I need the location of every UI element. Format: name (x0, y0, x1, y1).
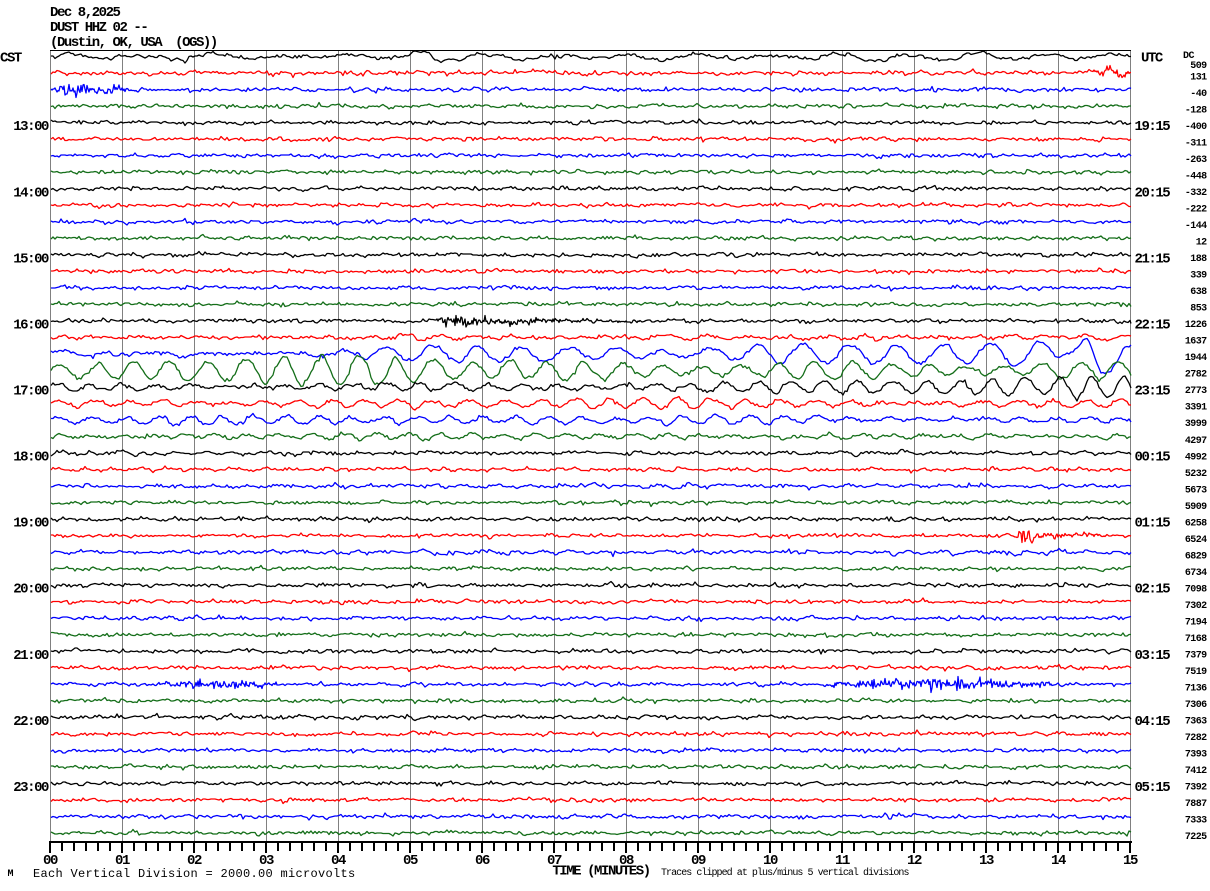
svg-text:04: 04 (331, 853, 346, 869)
svg-text:15:00: 15:00 (13, 251, 49, 267)
svg-text:11: 11 (835, 853, 850, 869)
svg-text:20:15: 20:15 (1135, 185, 1171, 201)
svg-text:04:15: 04:15 (1135, 714, 1171, 730)
svg-text:7412: 7412 (1185, 766, 1207, 777)
svg-text:7392: 7392 (1185, 783, 1207, 794)
svg-text:13: 13 (979, 853, 994, 869)
svg-text:20:00: 20:00 (13, 582, 49, 598)
svg-text:21:15: 21:15 (1135, 251, 1171, 267)
svg-text:7887: 7887 (1185, 799, 1207, 810)
svg-text:01:15: 01:15 (1135, 516, 1171, 532)
svg-text:7282: 7282 (1185, 733, 1207, 744)
svg-text:-222: -222 (1185, 204, 1207, 215)
svg-text:6734: 6734 (1185, 568, 1207, 579)
svg-text:05: 05 (403, 853, 418, 869)
svg-text:853: 853 (1190, 304, 1207, 315)
svg-text:18:00: 18:00 (13, 450, 49, 466)
svg-text:7306: 7306 (1185, 700, 1207, 711)
svg-text:-332: -332 (1185, 188, 1207, 199)
svg-text:03:15: 03:15 (1135, 648, 1171, 664)
svg-text:7168: 7168 (1185, 634, 1207, 645)
svg-text:TIME (MINUTES): TIME (MINUTES) (552, 864, 649, 880)
svg-text:2782: 2782 (1185, 370, 1207, 381)
svg-text:7098: 7098 (1185, 584, 1207, 595)
svg-text:02: 02 (187, 853, 202, 869)
svg-text:7379: 7379 (1185, 651, 1207, 662)
svg-text:02:15: 02:15 (1135, 582, 1171, 598)
svg-text:7363: 7363 (1185, 717, 1207, 728)
svg-text:CST: CST (0, 51, 22, 67)
svg-text:-128: -128 (1185, 105, 1207, 116)
svg-text:Traces clipped at plus/minus 5: Traces clipped at plus/minus 5 vertical … (661, 867, 909, 879)
svg-text:23:00: 23:00 (13, 780, 49, 796)
svg-text:-400: -400 (1185, 122, 1207, 133)
svg-text:09: 09 (691, 853, 706, 869)
svg-text:6524: 6524 (1185, 535, 1207, 546)
svg-text:12: 12 (907, 853, 922, 869)
svg-text:1944: 1944 (1185, 353, 1207, 364)
svg-text:-40: -40 (1190, 89, 1207, 100)
svg-text:4297: 4297 (1185, 436, 1207, 447)
svg-text:5909: 5909 (1185, 502, 1207, 513)
svg-text:17:00: 17:00 (13, 384, 49, 400)
svg-text:14:00: 14:00 (13, 185, 49, 201)
svg-text:00: 00 (43, 853, 58, 869)
svg-text:07: 07 (547, 853, 562, 869)
svg-text:1226: 1226 (1185, 320, 1207, 331)
svg-text:509: 509 (1190, 61, 1207, 72)
svg-text:19:15: 19:15 (1135, 119, 1171, 135)
svg-text:2773: 2773 (1185, 386, 1207, 397)
svg-text:15: 15 (1123, 853, 1138, 869)
svg-text:6829: 6829 (1185, 551, 1207, 562)
svg-text:00:15: 00:15 (1135, 450, 1171, 466)
svg-text:339: 339 (1190, 271, 1207, 282)
svg-text:08: 08 (619, 853, 634, 869)
svg-text:22:15: 22:15 (1135, 317, 1171, 333)
svg-text:-448: -448 (1185, 171, 1207, 182)
svg-text:6258: 6258 (1185, 518, 1207, 529)
svg-text:5232: 5232 (1185, 469, 1207, 480)
svg-text:7302: 7302 (1185, 601, 1207, 612)
svg-text:7136: 7136 (1185, 684, 1207, 695)
svg-text:638: 638 (1190, 287, 1207, 298)
svg-text:14: 14 (1051, 853, 1066, 869)
svg-text:7194: 7194 (1185, 617, 1207, 628)
svg-text:7393: 7393 (1185, 750, 1207, 761)
svg-text:19:00: 19:00 (13, 516, 49, 532)
svg-text:1637: 1637 (1185, 337, 1207, 348)
svg-text:05:15: 05:15 (1135, 780, 1171, 796)
svg-text:4992: 4992 (1185, 452, 1207, 463)
svg-text:12: 12 (1196, 238, 1207, 249)
svg-text:01: 01 (115, 853, 130, 869)
svg-text:7519: 7519 (1185, 667, 1207, 678)
svg-text:(Dustin, OK, USA (OGS)): (Dustin, OK, USA (OGS)) (50, 35, 217, 51)
svg-text:131: 131 (1190, 72, 1207, 83)
svg-text:-263: -263 (1185, 155, 1207, 166)
svg-text:3391: 3391 (1185, 403, 1207, 414)
svg-text:Each Vertical Division = 2000.: Each Vertical Division = 2000.00 microvo… (33, 867, 356, 881)
svg-text:UTC: UTC (1141, 51, 1164, 67)
svg-text:03: 03 (259, 853, 274, 869)
svg-text:21:00: 21:00 (13, 648, 49, 664)
svg-text:-311: -311 (1185, 138, 1207, 149)
svg-text:06: 06 (475, 853, 490, 869)
svg-text:13:00: 13:00 (13, 119, 49, 135)
svg-text:188: 188 (1190, 254, 1207, 265)
svg-text:Dec 8,2025: Dec 8,2025 (50, 5, 121, 21)
svg-text:M: M (8, 869, 14, 880)
svg-text:7333: 7333 (1185, 816, 1207, 827)
svg-text:23:15: 23:15 (1135, 384, 1171, 400)
svg-text:7225: 7225 (1185, 832, 1207, 843)
svg-text:3999: 3999 (1185, 419, 1207, 430)
svg-text:16:00: 16:00 (13, 317, 49, 333)
svg-text:DC: DC (1183, 51, 1195, 62)
svg-text:22:00: 22:00 (13, 714, 49, 730)
svg-text:5673: 5673 (1185, 485, 1207, 496)
svg-text:DUST HHZ 02 --: DUST HHZ 02 -- (50, 20, 147, 36)
svg-text:10: 10 (763, 853, 778, 869)
svg-text:-144: -144 (1185, 221, 1207, 232)
